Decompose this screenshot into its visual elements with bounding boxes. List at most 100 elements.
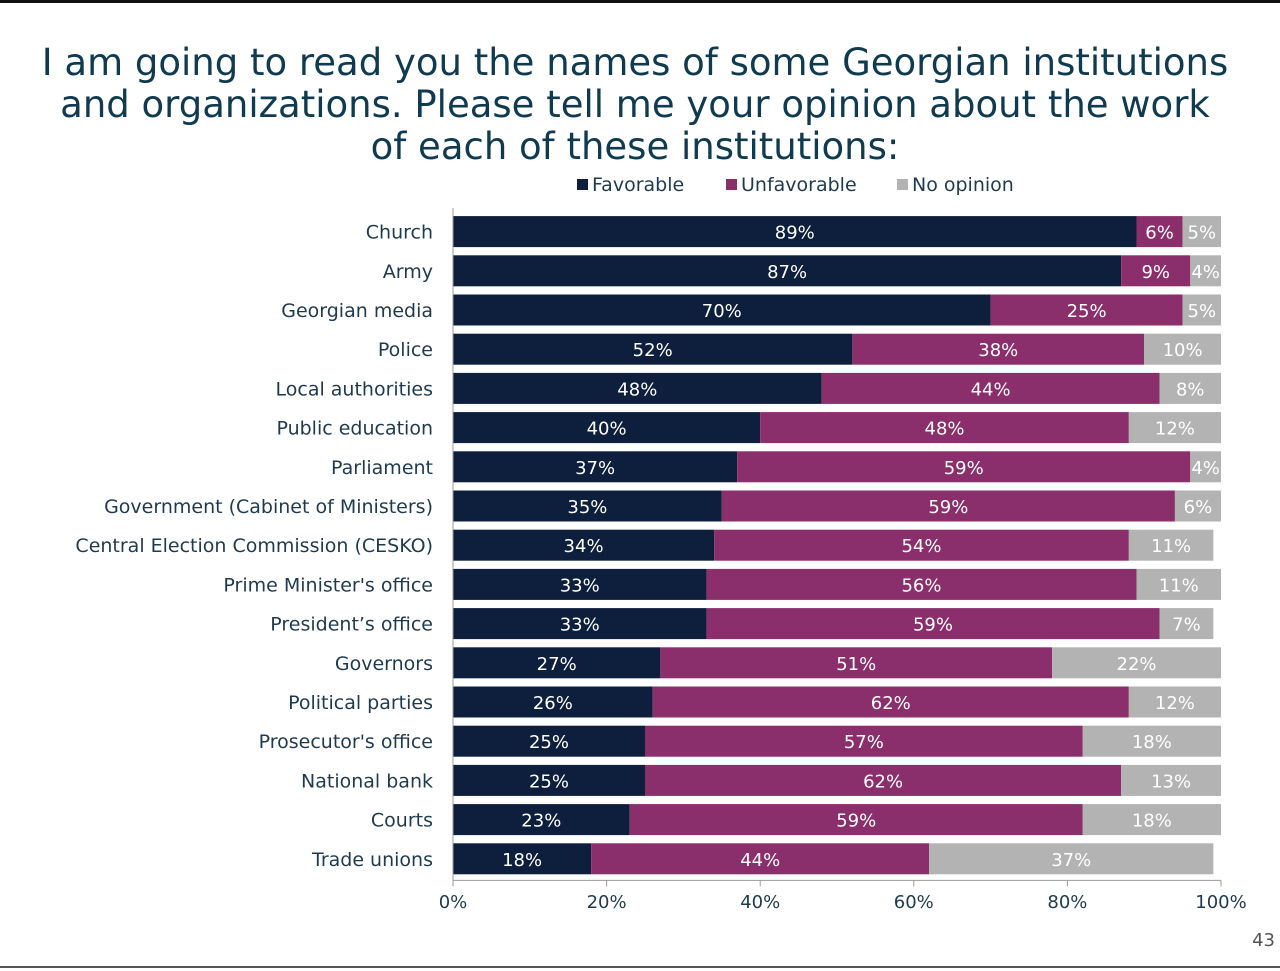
bar-prosecutor-s-office-favorable xyxy=(453,725,645,757)
data-label-army-unfavorable: 9% xyxy=(1141,262,1170,283)
bar-governors-favorable xyxy=(453,647,661,679)
bar-parliament-favorable xyxy=(453,451,738,483)
bar-public-education-no-opinion xyxy=(1128,412,1221,444)
legend-item-favorable: Favorable xyxy=(577,174,684,196)
category-label-government-cabinet-of-ministers: Government (Cabinet of Ministers) xyxy=(104,496,433,518)
data-label-church-unfavorable: 6% xyxy=(1145,223,1174,244)
data-label-trade-unions-favorable: 18% xyxy=(502,850,542,871)
bar-prosecutor-s-office-no-opinion xyxy=(1082,725,1221,757)
bar-prime-minister-s-office-no-opinion xyxy=(1136,568,1221,600)
data-label-national-bank-unfavorable: 62% xyxy=(863,771,903,792)
bar-church-no-opinion xyxy=(1182,216,1221,248)
bar-police-no-opinion xyxy=(1144,333,1221,365)
data-label-president-s-office-no-opinion: 7% xyxy=(1172,615,1201,636)
x-tick-label-0: 0% xyxy=(439,892,468,913)
data-label-georgian-media-unfavorable: 25% xyxy=(1067,301,1107,322)
bar-national-bank-favorable xyxy=(453,764,645,796)
bar-georgian-media-unfavorable xyxy=(990,294,1183,326)
data-label-prosecutor-s-office-no-opinion: 18% xyxy=(1132,732,1172,753)
bar-political-parties-favorable xyxy=(453,686,653,718)
category-label-president-s-office: President’s office xyxy=(270,614,433,636)
bar-political-parties-no-opinion xyxy=(1128,686,1221,718)
bar-church-unfavorable xyxy=(1136,216,1183,248)
bar-parliament-no-opinion xyxy=(1190,451,1221,483)
data-label-georgian-media-favorable: 70% xyxy=(702,301,742,322)
bar-national-bank-no-opinion xyxy=(1121,764,1221,796)
legend-swatch-unfavorable xyxy=(726,179,737,190)
bar-trade-unions-favorable xyxy=(453,843,592,875)
data-label-local-authorities-no-opinion: 8% xyxy=(1176,379,1205,400)
data-label-parliament-favorable: 37% xyxy=(575,458,615,479)
data-label-police-favorable: 52% xyxy=(633,340,673,361)
data-label-prime-minister-s-office-no-opinion: 11% xyxy=(1159,575,1199,596)
bar-public-education-favorable xyxy=(453,412,761,444)
category-label-governors: Governors xyxy=(335,653,433,675)
legend-swatch-no-opinion xyxy=(897,179,908,190)
category-label-central-election-commission-cesko: Central Election Commission (CESKO) xyxy=(75,535,433,557)
data-label-police-unfavorable: 38% xyxy=(978,340,1018,361)
data-label-church-favorable: 89% xyxy=(775,223,815,244)
bar-president-s-office-favorable xyxy=(453,608,707,640)
bar-army-unfavorable xyxy=(1121,255,1191,287)
data-label-central-election-commission-cesko-unfavorable: 54% xyxy=(901,536,941,557)
bar-trade-unions-unfavorable xyxy=(591,843,930,875)
data-label-prime-minister-s-office-favorable: 33% xyxy=(560,575,600,596)
bar-president-s-office-unfavorable xyxy=(706,608,1160,640)
bar-georgian-media-favorable xyxy=(453,294,991,326)
chart-title: I am going to read you the names of some… xyxy=(41,41,1229,168)
data-label-local-authorities-favorable: 48% xyxy=(617,379,657,400)
category-label-parliament: Parliament xyxy=(331,457,433,479)
data-label-courts-unfavorable: 59% xyxy=(836,811,876,832)
category-label-church: Church xyxy=(366,222,433,244)
data-label-national-bank-favorable: 25% xyxy=(529,771,569,792)
category-label-prosecutor-s-office: Prosecutor's office xyxy=(259,731,433,753)
data-label-political-parties-favorable: 26% xyxy=(533,693,573,714)
bar-local-authorities-favorable xyxy=(453,372,822,404)
data-label-governors-no-opinion: 22% xyxy=(1117,654,1157,675)
bar-courts-no-opinion xyxy=(1082,804,1221,836)
data-label-national-bank-no-opinion: 13% xyxy=(1151,771,1191,792)
category-label-local-authorities: Local authorities xyxy=(276,378,434,400)
category-label-police: Police xyxy=(378,339,433,361)
data-label-governors-favorable: 27% xyxy=(537,654,577,675)
data-label-public-education-favorable: 40% xyxy=(587,419,627,440)
bar-police-favorable xyxy=(453,333,853,365)
data-label-church-no-opinion: 5% xyxy=(1188,223,1217,244)
bar-central-election-commission-cesko-unfavorable xyxy=(714,529,1129,561)
bar-government-cabinet-of-ministers-unfavorable xyxy=(721,490,1175,522)
bar-courts-favorable xyxy=(453,804,630,836)
legend-item-unfavorable: Unfavorable xyxy=(726,174,857,196)
legend-label-no-opinion: No opinion xyxy=(912,174,1014,196)
bar-church-favorable xyxy=(453,216,1137,248)
bar-political-parties-unfavorable xyxy=(652,686,1129,718)
bar-police-unfavorable xyxy=(852,333,1145,365)
category-label-trade-unions: Trade unions xyxy=(311,849,433,871)
bar-governors-no-opinion xyxy=(1052,647,1221,679)
x-tick-label-60: 60% xyxy=(894,892,934,913)
data-label-government-cabinet-of-ministers-unfavorable: 59% xyxy=(928,497,968,518)
data-label-public-education-no-opinion: 12% xyxy=(1155,419,1195,440)
bar-local-authorities-no-opinion xyxy=(1159,372,1221,404)
category-label-courts: Courts xyxy=(371,810,433,832)
data-label-trade-unions-unfavorable: 44% xyxy=(740,850,780,871)
data-label-president-s-office-unfavorable: 59% xyxy=(913,615,953,636)
bar-central-election-commission-cesko-favorable xyxy=(453,529,715,561)
data-label-police-no-opinion: 10% xyxy=(1163,340,1203,361)
bar-president-s-office-no-opinion xyxy=(1159,608,1214,640)
data-label-local-authorities-unfavorable: 44% xyxy=(971,379,1011,400)
data-label-president-s-office-favorable: 33% xyxy=(560,615,600,636)
category-label-national-bank: National bank xyxy=(301,770,433,792)
bar-public-education-unfavorable xyxy=(760,412,1129,444)
data-label-governors-unfavorable: 51% xyxy=(836,654,876,675)
data-label-parliament-unfavorable: 59% xyxy=(944,458,984,479)
x-tick-label-20: 20% xyxy=(587,892,627,913)
data-label-political-parties-unfavorable: 62% xyxy=(871,693,911,714)
legend-label-favorable: Favorable xyxy=(592,174,685,196)
legend: Favorable Unfavorable No opinion xyxy=(0,174,1280,198)
category-label-army: Army xyxy=(383,261,433,283)
bottom-border xyxy=(0,966,1280,968)
legend-swatch-favorable xyxy=(577,179,588,190)
category-label-georgian-media: Georgian media xyxy=(281,300,433,322)
legend-item-no-opinion: No opinion xyxy=(897,174,1014,196)
data-label-georgian-media-no-opinion: 5% xyxy=(1188,301,1217,322)
